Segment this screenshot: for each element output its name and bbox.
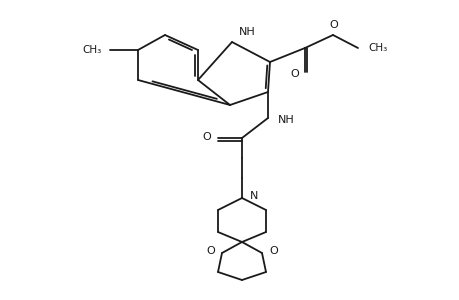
- Text: NH: NH: [277, 115, 294, 125]
- Text: NH: NH: [239, 27, 255, 37]
- Text: N: N: [249, 191, 258, 201]
- Text: O: O: [206, 246, 214, 256]
- Text: CH₃: CH₃: [83, 45, 102, 55]
- Text: O: O: [269, 246, 277, 256]
- Text: O: O: [329, 20, 338, 30]
- Text: CH₃: CH₃: [367, 43, 386, 53]
- Text: O: O: [290, 69, 298, 79]
- Text: O: O: [202, 132, 211, 142]
